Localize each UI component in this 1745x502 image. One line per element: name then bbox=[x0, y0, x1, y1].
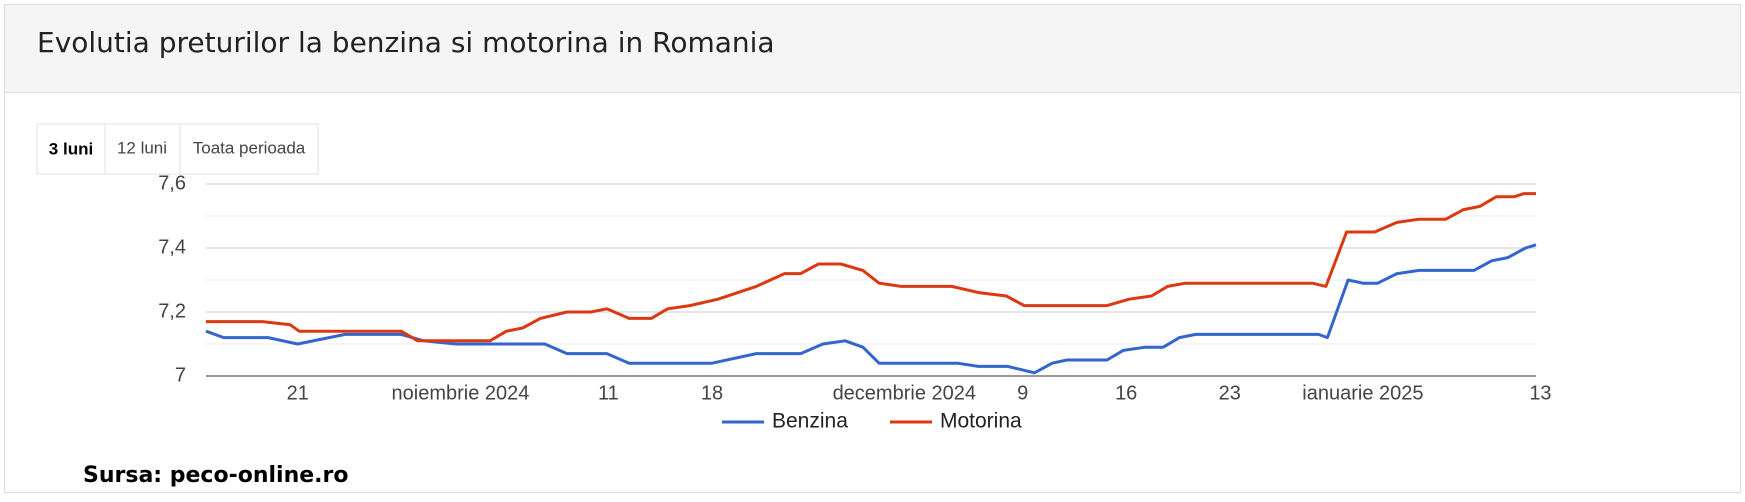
range-button-label[interactable]: 3 luni bbox=[49, 139, 93, 158]
x-tick-label: noiembrie 2024 bbox=[392, 382, 530, 404]
x-tick-label: 21 bbox=[287, 382, 309, 404]
x-tick-label: ianuarie 2025 bbox=[1302, 382, 1423, 404]
y-tick-label: 7 bbox=[175, 364, 186, 386]
x-tick-label: 18 bbox=[701, 382, 723, 404]
range-selector: 3 luni 12 luni Toata perioada bbox=[36, 123, 319, 175]
legend-label: Benzina bbox=[772, 410, 848, 433]
range-button-label[interactable]: Toata perioada bbox=[193, 138, 306, 157]
range-button[interactable] bbox=[36, 123, 106, 175]
panel-header bbox=[5, 5, 1740, 92]
x-tick-label: 16 bbox=[1115, 382, 1137, 404]
x-tick-label: 9 bbox=[1017, 382, 1028, 404]
x-tick-label: decembrie 2024 bbox=[833, 382, 976, 404]
panel-title: Evolutia preturilor la benzina si motori… bbox=[37, 26, 775, 59]
line-series bbox=[205, 243, 1537, 375]
y-tick-label: 7,4 bbox=[158, 236, 186, 258]
y-tick-label: 7,6 bbox=[158, 172, 186, 194]
range-button[interactable] bbox=[179, 123, 319, 175]
legend-label: Motorina bbox=[940, 410, 1022, 433]
y-tick-label: 7,2 bbox=[158, 300, 186, 322]
plot: 7 7,2 7,4 7,6 21 noiembrie 2024 11 18 decembrie … bbox=[158, 172, 1551, 432]
x-tick-label: 23 bbox=[1219, 382, 1241, 404]
range-button-label[interactable]: 12 luni bbox=[117, 138, 167, 157]
source-note: Sursa: peco-online.ro bbox=[83, 463, 348, 488]
x-tick-label: 13 bbox=[1529, 382, 1551, 404]
range-button[interactable] bbox=[104, 123, 181, 175]
line-series bbox=[206, 192, 1536, 343]
x-tick-label: 11 bbox=[598, 382, 619, 404]
